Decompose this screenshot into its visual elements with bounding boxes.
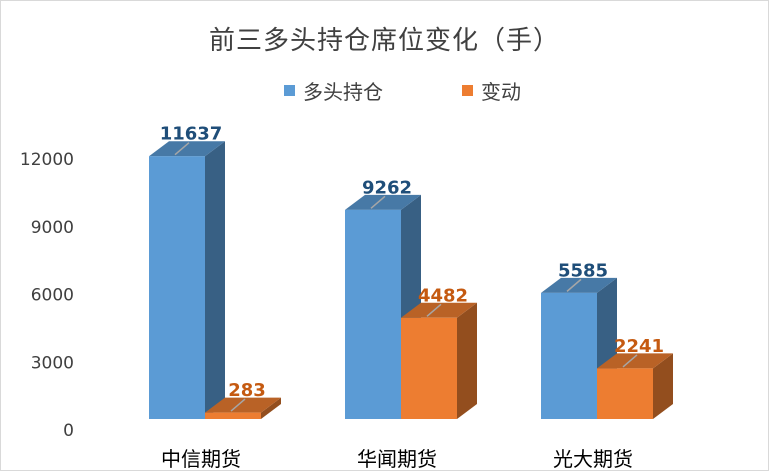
data-label: 283 xyxy=(228,380,266,401)
y-tick-label: 12000 xyxy=(20,150,74,170)
category-label: 中信期货 xyxy=(161,447,241,471)
bar xyxy=(345,210,401,419)
data-label: 4482 xyxy=(418,285,468,306)
data-label: 2241 xyxy=(614,336,664,357)
y-tick-label: 3000 xyxy=(31,353,74,373)
data-label: 9262 xyxy=(362,177,412,198)
bar xyxy=(541,293,597,419)
category-label: 光大期货 xyxy=(553,447,633,471)
bar-side xyxy=(457,303,477,419)
category-label: 华闻期货 xyxy=(357,447,437,471)
y-tick-label: 0 xyxy=(63,421,74,441)
bar xyxy=(597,368,653,419)
data-label: 11637 xyxy=(160,124,223,145)
bar-side xyxy=(205,141,225,419)
bar xyxy=(205,413,261,419)
bar xyxy=(401,318,457,419)
y-tick-label: 9000 xyxy=(31,218,74,238)
y-tick-label: 6000 xyxy=(31,286,74,306)
data-label: 5585 xyxy=(558,260,608,281)
bar xyxy=(149,156,205,419)
